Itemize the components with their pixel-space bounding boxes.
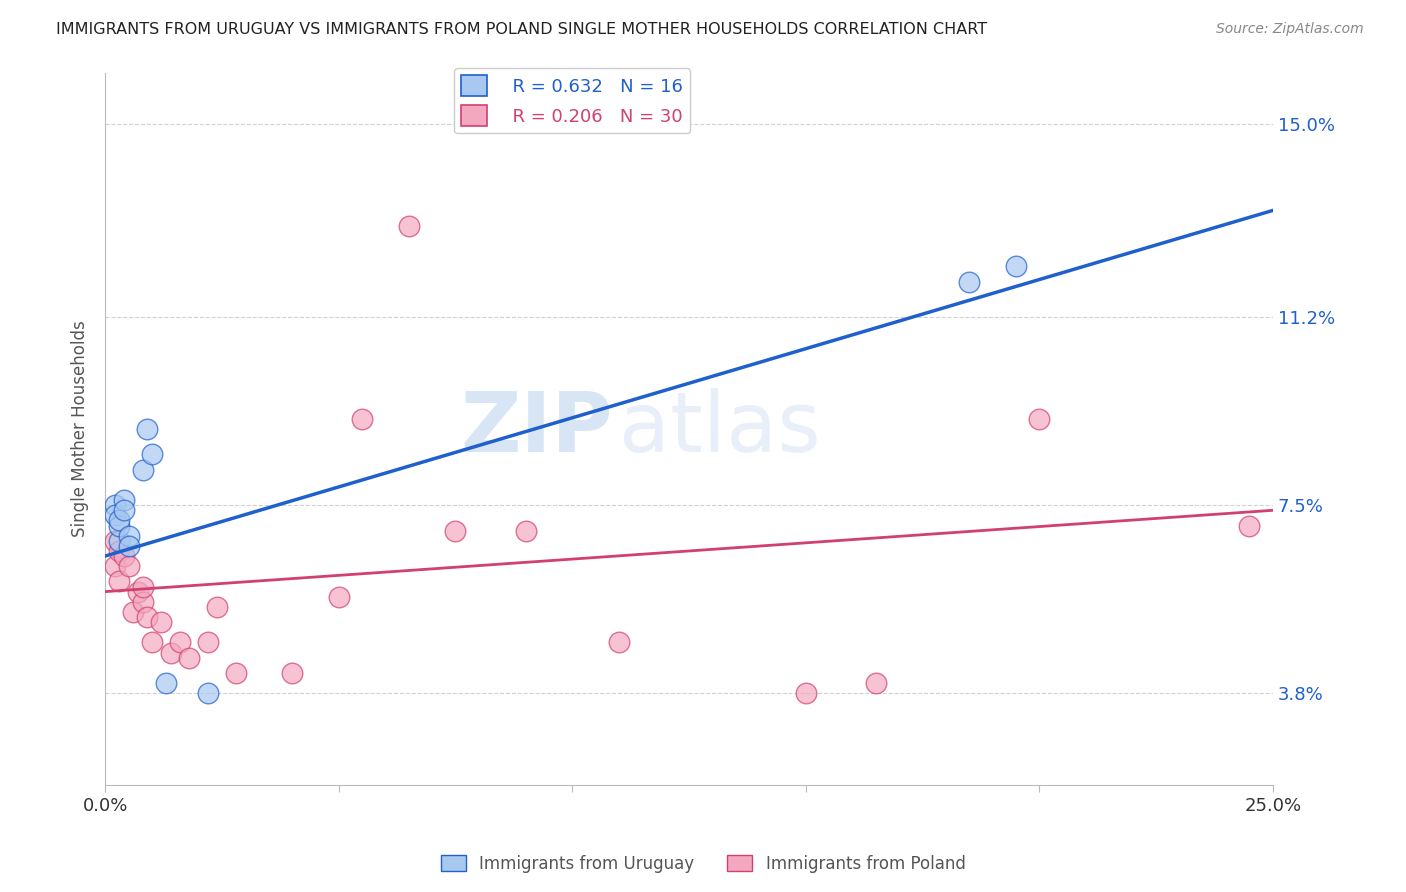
Point — [136, 610, 159, 624]
Point — [108, 544, 131, 558]
Point — [607, 635, 630, 649]
Text: IMMIGRANTS FROM URUGUAY VS IMMIGRANTS FROM POLAND SINGLE MOTHER HOUSEHOLDS CORRE: IMMIGRANTS FROM URUGUAY VS IMMIGRANTS FR… — [56, 22, 987, 37]
Point — [515, 524, 537, 538]
Point — [103, 508, 125, 523]
Point — [131, 463, 153, 477]
Point — [117, 559, 139, 574]
Point — [103, 533, 125, 548]
Point — [159, 646, 181, 660]
Point — [794, 686, 817, 700]
Point — [179, 650, 201, 665]
Point — [1005, 260, 1028, 274]
Point — [112, 493, 135, 508]
Text: Source: ZipAtlas.com: Source: ZipAtlas.com — [1216, 22, 1364, 37]
Point — [141, 447, 163, 461]
Point — [1028, 412, 1050, 426]
Point — [281, 665, 304, 680]
Point — [117, 529, 139, 543]
Point — [108, 533, 131, 548]
Legend:   R = 0.632   N = 16,   R = 0.206   N = 30: R = 0.632 N = 16, R = 0.206 N = 30 — [454, 68, 690, 133]
Point — [103, 559, 125, 574]
Point — [150, 615, 173, 629]
Point — [444, 524, 467, 538]
Point — [117, 539, 139, 553]
Point — [112, 503, 135, 517]
Point — [197, 686, 219, 700]
Point — [207, 599, 229, 614]
Point — [108, 574, 131, 589]
Point — [328, 590, 350, 604]
Point — [1239, 518, 1261, 533]
Point — [225, 665, 247, 680]
Point — [141, 635, 163, 649]
Point — [136, 422, 159, 436]
Point — [197, 635, 219, 649]
Point — [131, 595, 153, 609]
Text: atlas: atlas — [619, 389, 821, 469]
Point — [352, 412, 374, 426]
Point — [131, 580, 153, 594]
Point — [169, 635, 191, 649]
Legend: Immigrants from Uruguay, Immigrants from Poland: Immigrants from Uruguay, Immigrants from… — [434, 848, 972, 880]
Point — [122, 605, 145, 619]
Point — [103, 498, 125, 512]
Point — [957, 275, 980, 289]
Point — [155, 676, 177, 690]
Y-axis label: Single Mother Households: Single Mother Households — [72, 320, 89, 537]
Point — [108, 518, 131, 533]
Point — [108, 513, 131, 527]
Point — [398, 219, 420, 233]
Point — [112, 549, 135, 563]
Point — [127, 584, 149, 599]
Point — [865, 676, 887, 690]
Text: ZIP: ZIP — [461, 389, 613, 469]
